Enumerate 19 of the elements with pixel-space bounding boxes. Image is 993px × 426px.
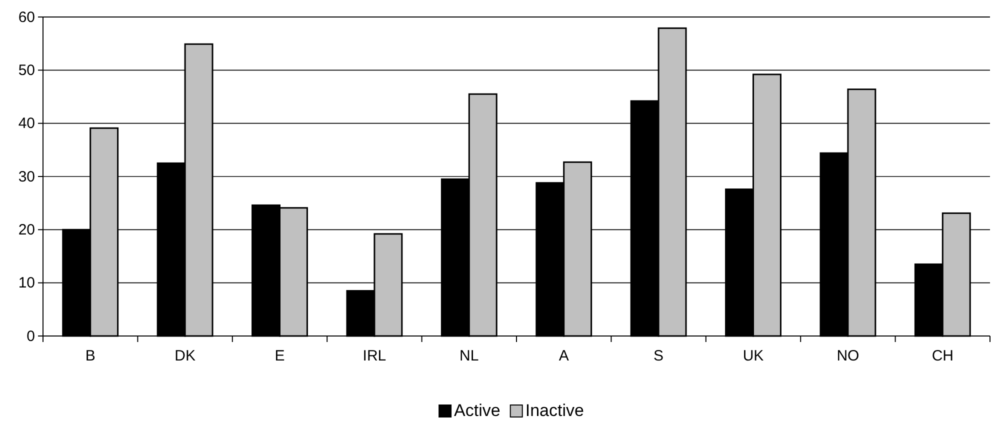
x-tick-label: DK	[174, 348, 196, 365]
x-tick-label: UK	[742, 348, 764, 365]
x-tick-label: CH	[932, 348, 954, 365]
x-tick-label: E	[274, 348, 285, 365]
y-tick-label: 10	[18, 274, 35, 292]
y-tick-label: 50	[18, 62, 35, 79]
y-tick-label: 0	[26, 328, 35, 345]
y-tick-label: 30	[18, 168, 35, 186]
y-tick-label: 60	[18, 8, 35, 26]
x-tick-label: B	[85, 348, 96, 365]
x-tick-label: NO	[836, 348, 860, 365]
y-tick-label: 40	[18, 115, 35, 132]
legend-label: Active	[454, 401, 500, 420]
x-tick-label: A	[558, 348, 569, 365]
legend-label: Inactive	[525, 401, 584, 420]
x-tick-label: IRL	[362, 348, 386, 365]
x-tick-label: NL	[460, 348, 479, 365]
y-tick-label: 20	[18, 221, 35, 238]
x-tick-label: S	[654, 348, 664, 365]
